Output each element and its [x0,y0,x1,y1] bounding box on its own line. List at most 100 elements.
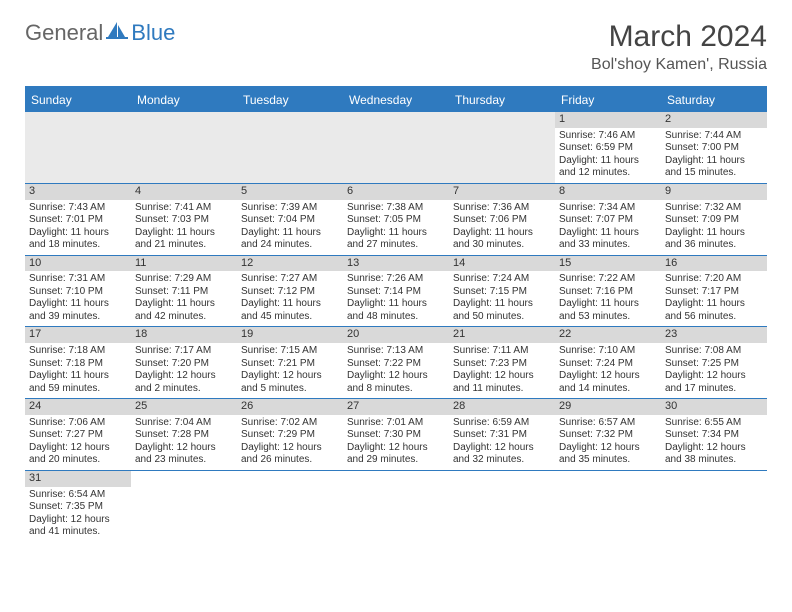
location: Bol'shoy Kamen', Russia [591,56,767,74]
detail-line: and 5 minutes. [241,383,339,396]
detail-line: Daylight: 12 hours [135,370,233,383]
day-cell: 3Sunrise: 7:43 AMSunset: 7:01 PMDaylight… [25,184,131,256]
day-details: Sunrise: 7:06 AMSunset: 7:27 PMDaylight:… [29,417,127,467]
detail-line: Daylight: 11 hours [559,155,657,168]
detail-line: Daylight: 11 hours [135,298,233,311]
detail-line: and 15 minutes. [665,167,763,180]
date-number: 7 [449,184,555,200]
day-cell: 23 Sunrise: 7:08 AMSunset: 7:25 PMDayligh… [661,327,767,399]
detail-line: Sunrise: 7:24 AM [453,273,551,286]
day-details: Sunrise: 7:10 AMSunset: 7:24 PMDaylight:… [559,345,657,395]
empty-cell [25,112,131,184]
day-header: Wednesday [343,88,449,112]
detail-line: Sunrise: 7:43 AM [29,202,127,215]
empty-cell [661,471,767,542]
title-block: March 2024 Bol'shoy Kamen', Russia [591,20,767,74]
date-number: 20 [343,327,449,343]
day-details: Sunrise: 7:46 AMSunset: 6:59 PMDaylight:… [559,130,657,180]
calendar-grid: SundayMondayTuesdayWednesdayThursdayFrid… [25,86,767,542]
detail-line: Sunrise: 7:34 AM [559,202,657,215]
empty-cell [131,112,237,184]
detail-line: Daylight: 12 hours [29,514,127,527]
detail-line: Sunset: 7:30 PM [347,429,445,442]
day-details: Sunrise: 7:26 AMSunset: 7:14 PMDaylight:… [347,273,445,323]
detail-line: and 23 minutes. [135,454,233,467]
detail-line: Daylight: 11 hours [559,227,657,240]
day-details: Sunrise: 7:08 AMSunset: 7:25 PMDaylight:… [665,345,763,395]
sail-icon [106,20,128,46]
detail-line: Sunset: 7:20 PM [135,358,233,371]
detail-line: Sunrise: 7:01 AM [347,417,445,430]
detail-line: Sunrise: 7:46 AM [559,130,657,143]
date-number: 19 [237,327,343,343]
day-details: Sunrise: 7:18 AMSunset: 7:18 PMDaylight:… [29,345,127,395]
day-cell: 30Sunrise: 6:55 AMSunset: 7:34 PMDayligh… [661,399,767,471]
detail-line: and 24 minutes. [241,239,339,252]
date-number: 23 [661,327,767,343]
day-header: Friday [555,88,661,112]
day-cell: 5Sunrise: 7:39 AMSunset: 7:04 PMDaylight… [237,184,343,256]
detail-line: Daylight: 11 hours [453,298,551,311]
detail-line: and 2 minutes. [135,383,233,396]
date-number: 24 [25,399,131,415]
detail-line: and 33 minutes. [559,239,657,252]
detail-line: Sunrise: 7:44 AM [665,130,763,143]
detail-line: and 20 minutes. [29,454,127,467]
day-cell: 28Sunrise: 6:59 AMSunset: 7:31 PMDayligh… [449,399,555,471]
day-cell: 31Sunrise: 6:54 AMSunset: 7:35 PMDayligh… [25,471,131,542]
day-header: Thursday [449,88,555,112]
detail-line: Sunrise: 7:26 AM [347,273,445,286]
detail-line: Sunset: 7:14 PM [347,286,445,299]
detail-line: Sunset: 7:15 PM [453,286,551,299]
day-cell: 9Sunrise: 7:32 AMSunset: 7:09 PMDaylight… [661,184,767,256]
detail-line: Daylight: 11 hours [453,227,551,240]
detail-line: Sunrise: 7:17 AM [135,345,233,358]
day-cell: 8Sunrise: 7:34 AMSunset: 7:07 PMDaylight… [555,184,661,256]
detail-line: and 8 minutes. [347,383,445,396]
detail-line: Sunset: 7:06 PM [453,214,551,227]
detail-line: Daylight: 12 hours [559,442,657,455]
day-cell: 25Sunrise: 7:04 AMSunset: 7:28 PMDayligh… [131,399,237,471]
detail-line: Sunset: 7:16 PM [559,286,657,299]
detail-line: Sunrise: 7:18 AM [29,345,127,358]
detail-line: Sunrise: 7:31 AM [29,273,127,286]
detail-line: Sunrise: 7:38 AM [347,202,445,215]
detail-line: Daylight: 11 hours [29,370,127,383]
detail-line: Daylight: 11 hours [241,298,339,311]
day-details: Sunrise: 7:38 AMSunset: 7:05 PMDaylight:… [347,202,445,252]
detail-line: Daylight: 11 hours [29,227,127,240]
empty-cell [343,112,449,184]
empty-cell [555,471,661,542]
day-details: Sunrise: 7:32 AMSunset: 7:09 PMDaylight:… [665,202,763,252]
day-details: Sunrise: 7:11 AMSunset: 7:23 PMDaylight:… [453,345,551,395]
detail-line: Sunrise: 7:36 AM [453,202,551,215]
date-number: 6 [343,184,449,200]
detail-line: and 38 minutes. [665,454,763,467]
detail-line: and 14 minutes. [559,383,657,396]
detail-line: and 59 minutes. [29,383,127,396]
detail-line: Daylight: 11 hours [665,298,763,311]
date-number: 12 [237,256,343,272]
detail-line: and 32 minutes. [453,454,551,467]
detail-line: Sunset: 7:01 PM [29,214,127,227]
detail-line: Sunrise: 7:20 AM [665,273,763,286]
date-number: 5 [237,184,343,200]
empty-cell [131,471,237,542]
day-details: Sunrise: 7:17 AMSunset: 7:20 PMDaylight:… [135,345,233,395]
day-cell: 21Sunrise: 7:11 AMSunset: 7:23 PMDayligh… [449,327,555,399]
day-details: Sunrise: 7:41 AMSunset: 7:03 PMDaylight:… [135,202,233,252]
day-header: Saturday [661,88,767,112]
date-number: 16 [661,256,767,272]
detail-line: Sunset: 7:04 PM [241,214,339,227]
day-details: Sunrise: 7:24 AMSunset: 7:15 PMDaylight:… [453,273,551,323]
detail-line: Sunset: 7:35 PM [29,501,127,514]
detail-line: Daylight: 11 hours [135,227,233,240]
detail-line: Sunset: 7:11 PM [135,286,233,299]
detail-line: Sunrise: 7:02 AM [241,417,339,430]
detail-line: and 50 minutes. [453,311,551,324]
day-cell: 24 Sunrise: 7:06 AMSunset: 7:27 PMDayligh… [25,399,131,471]
detail-line: and 21 minutes. [135,239,233,252]
detail-line: Sunset: 7:24 PM [559,358,657,371]
day-cell: 7 Sunrise: 7:36 AMSunset: 7:06 PMDaylight… [449,184,555,256]
day-details: Sunrise: 7:31 AMSunset: 7:10 PMDaylight:… [29,273,127,323]
